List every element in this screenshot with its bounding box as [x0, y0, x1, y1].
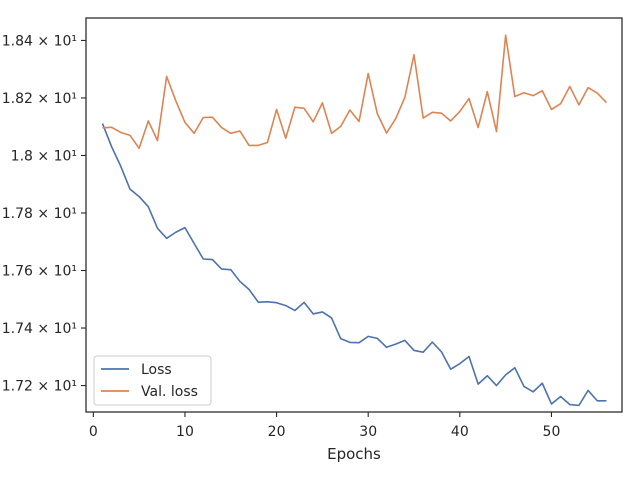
series-line-loss [101, 123, 607, 407]
legend: Loss Val. loss [93, 355, 212, 406]
legend-label-loss: Loss [141, 362, 172, 378]
x-tick-label: 0 [89, 424, 98, 440]
y-tick-label: 1.72 × 10¹ [2, 379, 77, 395]
y-tick-label: 1.8 × 10¹ [11, 148, 77, 164]
series-layer [101, 34, 607, 407]
x-tick-label: 20 [268, 424, 286, 440]
x-axis: 0 10 20 30 40 50 [89, 412, 560, 440]
series-line-val-loss [102, 34, 607, 150]
y-tick-label: 1.76 × 10¹ [2, 264, 77, 280]
plot-frame [85, 17, 623, 413]
x-tick-label: 10 [176, 424, 194, 440]
x-axis-label: Epochs [327, 445, 381, 463]
legend-label-val-loss: Val. loss [141, 384, 198, 400]
y-tick-label: 1.78 × 10¹ [2, 206, 77, 222]
y-tick-label: 1.74 × 10¹ [2, 321, 77, 337]
y-tick-label: 1.82 × 10¹ [2, 91, 77, 107]
x-tick-label: 30 [359, 424, 377, 440]
x-tick-label: 50 [543, 424, 561, 440]
x-tick-label: 40 [451, 424, 469, 440]
y-tick-label: 1.84 × 10¹ [2, 33, 77, 49]
y-axis: 1.72 × 10¹ 1.74 × 10¹ 1.76 × 10¹ 1.78 × 10¹… [2, 33, 86, 395]
